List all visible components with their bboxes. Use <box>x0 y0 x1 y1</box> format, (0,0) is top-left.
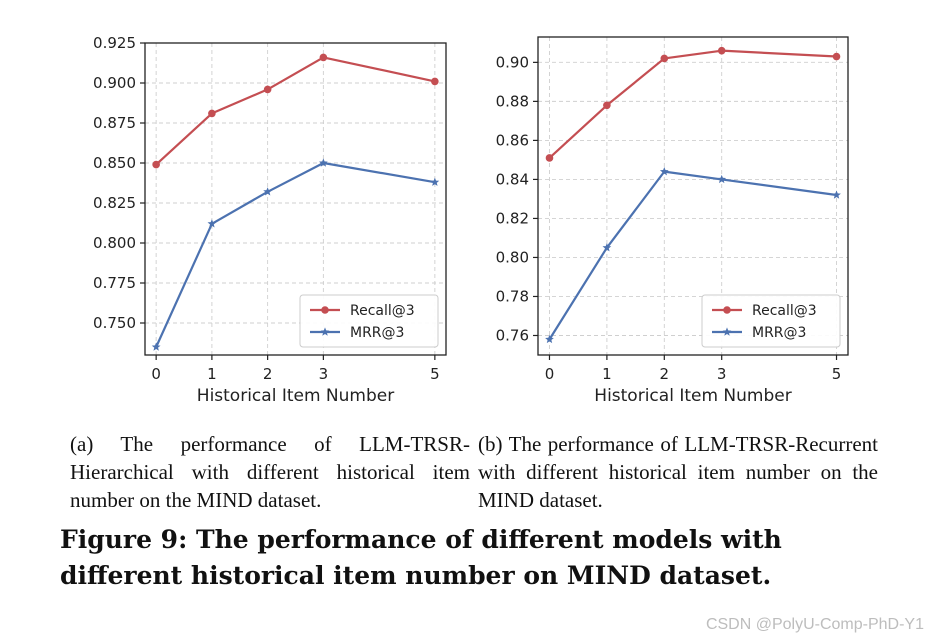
chart-a-xtick-label: 5 <box>430 365 440 383</box>
chart-b-ytick-label: 0.86 <box>496 131 529 149</box>
chart-b-point <box>602 243 612 252</box>
chart-b-ytick-label: 0.84 <box>496 170 529 188</box>
chart-a-legend: Recall@3 MRR@3 <box>299 294 439 348</box>
chart-a-point <box>263 85 272 94</box>
chart-b-xtick-label: 5 <box>832 365 842 383</box>
chart-a-point <box>152 160 160 169</box>
chart-a-point <box>263 187 272 196</box>
chart-a-series-line <box>155 56 436 166</box>
chart-b-ytick-label: 0.76 <box>496 326 529 344</box>
chart-a-ytick-label: 0.775 <box>93 274 136 292</box>
chart-b-legend-box <box>701 294 841 348</box>
chart-a-ytick-label: 0.800 <box>93 234 136 252</box>
chart-b-series-mrr-3 <box>545 167 841 344</box>
caption-b: (b) The performance of LLM-TRSR-Recurren… <box>478 432 878 512</box>
chart-b-point <box>545 334 554 344</box>
chart-b-ytick-label: 0.78 <box>496 287 529 305</box>
chart-b-xtick-label: 3 <box>717 365 727 383</box>
chart-a-plot-frame <box>144 42 447 356</box>
chart-a-point <box>208 109 216 118</box>
chart-a-xlabel: Historical Item Number <box>197 386 394 406</box>
chart-b-xtick-label: 0 <box>545 365 555 383</box>
chart-a-point <box>319 53 328 62</box>
chart-a-legend-box <box>299 294 439 348</box>
chart-b-point <box>717 174 727 184</box>
chart-a-legend-marker <box>320 327 330 336</box>
watermark: CSDN @PolyU-Comp-PhD-Y1 <box>705 616 924 633</box>
chart-a-series-recall-3 <box>152 53 439 169</box>
chart-b-recurrent: 0.76 0.78 0.80 0.82 0.84 0.86 0.88 0.90 0 1 2 3 5 His… <box>496 36 849 406</box>
chart-b-point <box>832 190 841 199</box>
chart-b-legend-label: Recall@3 <box>752 303 817 319</box>
chart-b-legend-marker <box>722 327 732 336</box>
chart-b-point <box>603 101 611 110</box>
chart-a-point <box>151 342 161 351</box>
chart-a-legend-label: MRR@3 <box>350 325 404 341</box>
chart-a-ytick-label: 0.900 <box>93 74 136 92</box>
chart-b-legend-label: MRR@3 <box>752 325 806 341</box>
chart-a-legend-marker <box>321 306 329 314</box>
chart-b-legend-marker <box>723 306 731 314</box>
chart-b-point <box>659 167 669 176</box>
chart-a-ytick-label: 0.875 <box>93 114 136 132</box>
chart-b-ytick-label: 0.88 <box>496 92 529 110</box>
chart-b-ytick-label: 0.90 <box>496 53 529 71</box>
chart-b-xlabel: Historical Item Number <box>594 386 791 406</box>
chart-a-xtick-label: 3 <box>319 365 329 383</box>
chart-a-xtick-label: 1 <box>207 365 217 383</box>
chart-a-series-mrr-3 <box>151 158 440 351</box>
chart-a-ytick-label: 0.850 <box>93 154 136 172</box>
chart-a-xtick-label: 2 <box>263 365 273 383</box>
chart-b-series-line <box>548 49 837 159</box>
chart-b-point <box>545 154 554 162</box>
chart-b-gridlines <box>538 37 848 355</box>
chart-a-ytick-label: 0.750 <box>93 314 136 332</box>
chart-b-xtick-label: 2 <box>660 365 670 383</box>
caption-a: (a) The performance of LLM-TRSR-Hierarch… <box>70 432 470 512</box>
chart-a-point <box>430 177 440 186</box>
chart-b-ytick-label: 0.82 <box>496 209 529 227</box>
chart-a-xtick-label: 0 <box>151 365 161 383</box>
chart-a-legend-label: Recall@3 <box>350 303 415 319</box>
chart-b-xtick-label: 1 <box>602 365 612 383</box>
chart-a-point <box>207 219 217 228</box>
chart-a-ytick-label: 0.925 <box>93 34 136 52</box>
chart-b-plot-frame <box>537 36 849 356</box>
chart-b-legend: Recall@3 MRR@3 <box>701 294 841 348</box>
chart-b-point <box>832 52 841 61</box>
chart-b-ytick-label: 0.80 <box>496 248 529 266</box>
chart-b-series-recall-3 <box>545 46 841 162</box>
chart-a-ytick-label: 0.825 <box>93 194 136 212</box>
chart-a-point <box>431 77 439 86</box>
chart-a-point <box>319 158 328 167</box>
chart-b-point <box>660 54 669 63</box>
chart-b-point <box>717 46 726 55</box>
figure-title: Figure 9: The performance of different m… <box>60 525 782 590</box>
chart-a-hierarchical: 0.750 0.775 0.800 0.825 0.850 0.875 0.900 0.925… <box>93 34 447 406</box>
